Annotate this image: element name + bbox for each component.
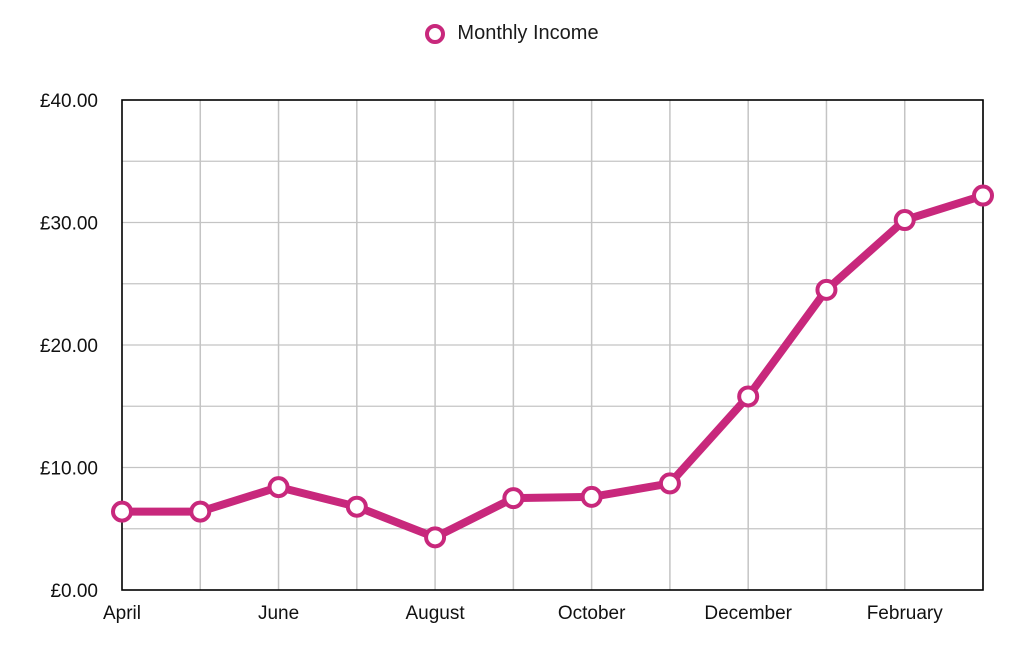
y-tick-label: £0.00 [50,581,98,602]
data-point [345,495,368,518]
legend: Monthly Income [0,22,1024,50]
data-point [658,472,681,495]
x-tick-label: December [704,603,792,624]
x-tick-label: February [867,603,944,624]
data-point [580,485,603,508]
y-tick-label: £10.00 [40,459,98,480]
data-point [972,184,994,207]
data-point [111,500,133,523]
legend-item: Monthly Income [425,22,599,45]
data-point [815,278,838,301]
x-tick-label: April [103,603,141,624]
data-point [267,476,290,499]
data-point [893,209,916,232]
y-tick-label: £20.00 [40,336,98,357]
x-tick-label: August [406,603,466,624]
plot-frame [121,99,984,591]
data-point [424,526,447,549]
data-point [189,500,212,523]
legend-label: Monthly Income [457,22,599,44]
y-tick-label: £30.00 [40,214,98,235]
y-tick-label: £40.00 [40,91,98,112]
x-tick-label: October [558,603,626,624]
x-tick-label: June [258,603,299,624]
data-point [502,487,525,510]
data-point [737,385,760,408]
legend-marker-icon [425,23,446,44]
series-line [118,191,987,542]
